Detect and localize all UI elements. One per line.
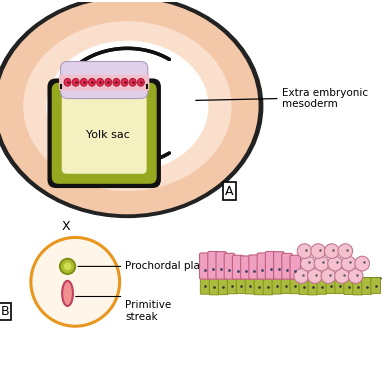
Ellipse shape <box>23 21 232 191</box>
Text: B: B <box>0 305 9 318</box>
Ellipse shape <box>64 78 71 86</box>
FancyBboxPatch shape <box>62 93 147 174</box>
Circle shape <box>335 269 349 284</box>
Circle shape <box>338 244 353 259</box>
FancyBboxPatch shape <box>265 252 276 279</box>
FancyBboxPatch shape <box>308 278 318 295</box>
FancyBboxPatch shape <box>282 254 292 279</box>
FancyBboxPatch shape <box>224 254 235 279</box>
Ellipse shape <box>46 41 208 172</box>
Circle shape <box>60 259 75 274</box>
FancyBboxPatch shape <box>200 253 210 279</box>
Ellipse shape <box>113 78 120 86</box>
Circle shape <box>297 244 312 259</box>
FancyBboxPatch shape <box>254 278 264 295</box>
FancyBboxPatch shape <box>272 278 282 294</box>
FancyBboxPatch shape <box>344 278 354 294</box>
Ellipse shape <box>80 78 87 86</box>
FancyBboxPatch shape <box>371 278 381 294</box>
FancyBboxPatch shape <box>200 278 210 294</box>
Ellipse shape <box>121 78 128 86</box>
Circle shape <box>311 244 326 259</box>
FancyBboxPatch shape <box>227 278 237 294</box>
Circle shape <box>324 244 339 259</box>
Ellipse shape <box>105 78 112 86</box>
Text: X: X <box>61 220 70 233</box>
FancyBboxPatch shape <box>208 252 218 279</box>
Text: Prochordal plate: Prochordal plate <box>126 261 211 271</box>
FancyBboxPatch shape <box>263 278 273 295</box>
Circle shape <box>308 269 322 284</box>
Circle shape <box>341 256 356 271</box>
FancyBboxPatch shape <box>299 278 309 294</box>
Ellipse shape <box>89 78 96 86</box>
FancyBboxPatch shape <box>218 278 228 295</box>
Ellipse shape <box>55 47 200 165</box>
Ellipse shape <box>97 78 104 86</box>
Circle shape <box>348 269 363 284</box>
FancyBboxPatch shape <box>232 255 243 279</box>
FancyBboxPatch shape <box>353 278 363 295</box>
Ellipse shape <box>0 0 263 218</box>
Circle shape <box>321 269 336 284</box>
Ellipse shape <box>137 78 144 86</box>
Text: Primitive
streak: Primitive streak <box>126 300 172 322</box>
Circle shape <box>31 238 120 326</box>
Ellipse shape <box>0 0 259 214</box>
FancyBboxPatch shape <box>281 278 291 293</box>
FancyBboxPatch shape <box>245 278 255 294</box>
FancyBboxPatch shape <box>273 252 284 279</box>
Circle shape <box>294 269 308 284</box>
Ellipse shape <box>72 78 79 86</box>
Ellipse shape <box>62 281 73 306</box>
FancyBboxPatch shape <box>216 252 227 279</box>
FancyBboxPatch shape <box>241 256 251 279</box>
FancyBboxPatch shape <box>48 78 161 188</box>
FancyBboxPatch shape <box>257 253 268 279</box>
FancyBboxPatch shape <box>317 278 327 294</box>
FancyBboxPatch shape <box>335 278 345 294</box>
FancyBboxPatch shape <box>290 278 300 294</box>
Circle shape <box>64 262 71 270</box>
Text: A: A <box>225 184 234 198</box>
FancyBboxPatch shape <box>59 74 149 91</box>
Circle shape <box>328 256 342 271</box>
Text: Extra embryonic
mesoderm: Extra embryonic mesoderm <box>282 88 368 109</box>
FancyBboxPatch shape <box>60 62 148 99</box>
FancyBboxPatch shape <box>52 83 157 184</box>
Circle shape <box>355 256 369 271</box>
FancyBboxPatch shape <box>249 255 259 279</box>
FancyBboxPatch shape <box>362 278 372 294</box>
FancyBboxPatch shape <box>209 278 219 295</box>
FancyBboxPatch shape <box>290 255 301 279</box>
Circle shape <box>301 256 315 271</box>
Circle shape <box>314 256 329 271</box>
FancyBboxPatch shape <box>326 278 336 294</box>
Text: Yolk sac: Yolk sac <box>86 130 130 140</box>
Ellipse shape <box>129 78 136 86</box>
FancyBboxPatch shape <box>236 278 246 293</box>
